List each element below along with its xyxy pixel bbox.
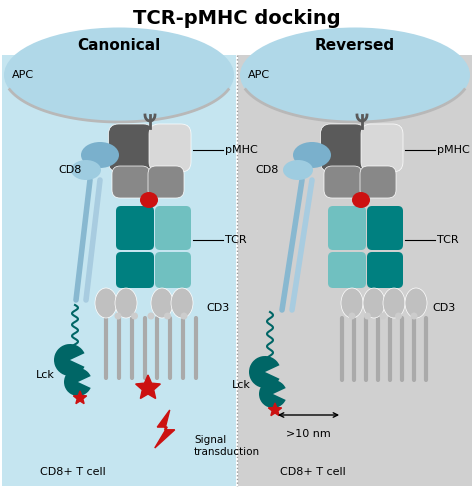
FancyBboxPatch shape <box>367 252 403 288</box>
Ellipse shape <box>164 312 171 320</box>
FancyBboxPatch shape <box>116 252 154 288</box>
Ellipse shape <box>181 312 188 320</box>
Ellipse shape <box>283 160 313 180</box>
Ellipse shape <box>115 312 121 320</box>
Text: CD8: CD8 <box>255 165 278 175</box>
Text: TCR-pMHC docking: TCR-pMHC docking <box>133 8 341 27</box>
Text: pMHC: pMHC <box>225 145 258 155</box>
Text: CD8+ T cell: CD8+ T cell <box>280 467 346 477</box>
FancyBboxPatch shape <box>328 206 366 250</box>
Text: >10 nm: >10 nm <box>286 429 331 439</box>
FancyBboxPatch shape <box>360 166 396 198</box>
FancyBboxPatch shape <box>324 166 362 198</box>
Ellipse shape <box>140 192 158 208</box>
Wedge shape <box>64 368 91 396</box>
Polygon shape <box>268 403 282 416</box>
Text: Signal
transduction: Signal transduction <box>194 435 260 457</box>
Text: CD3: CD3 <box>432 303 455 313</box>
FancyBboxPatch shape <box>148 166 184 198</box>
Wedge shape <box>249 356 280 388</box>
FancyBboxPatch shape <box>320 124 365 172</box>
FancyBboxPatch shape <box>361 124 403 172</box>
Text: CD8+ T cell: CD8+ T cell <box>40 467 106 477</box>
FancyBboxPatch shape <box>149 124 191 172</box>
Polygon shape <box>155 410 175 448</box>
Ellipse shape <box>131 312 138 320</box>
Text: pMHC: pMHC <box>437 145 470 155</box>
Ellipse shape <box>115 288 137 318</box>
Text: TCR: TCR <box>225 235 246 245</box>
FancyBboxPatch shape <box>155 206 191 250</box>
FancyBboxPatch shape <box>112 166 150 198</box>
Text: CD3: CD3 <box>206 303 229 313</box>
Ellipse shape <box>405 288 427 318</box>
Ellipse shape <box>352 192 370 208</box>
Ellipse shape <box>171 288 193 318</box>
Ellipse shape <box>240 27 470 122</box>
Ellipse shape <box>81 142 119 168</box>
Ellipse shape <box>364 312 371 320</box>
Polygon shape <box>2 55 236 486</box>
Ellipse shape <box>293 142 331 168</box>
Text: Lck: Lck <box>232 380 251 390</box>
Ellipse shape <box>151 288 173 318</box>
Polygon shape <box>73 391 87 404</box>
Ellipse shape <box>363 288 385 318</box>
Text: Lck: Lck <box>36 370 55 380</box>
Text: APC: APC <box>12 70 34 80</box>
Ellipse shape <box>395 312 402 320</box>
Wedge shape <box>259 380 286 408</box>
Text: TCR: TCR <box>437 235 459 245</box>
Polygon shape <box>136 375 160 399</box>
Ellipse shape <box>147 312 155 320</box>
Text: Canonical: Canonical <box>77 39 161 54</box>
Ellipse shape <box>380 312 386 320</box>
Ellipse shape <box>341 288 363 318</box>
FancyBboxPatch shape <box>367 206 403 250</box>
Ellipse shape <box>348 312 356 320</box>
FancyBboxPatch shape <box>155 252 191 288</box>
Ellipse shape <box>4 27 234 122</box>
Ellipse shape <box>71 160 101 180</box>
FancyBboxPatch shape <box>116 206 154 250</box>
Ellipse shape <box>410 312 418 320</box>
FancyBboxPatch shape <box>109 124 154 172</box>
FancyBboxPatch shape <box>328 252 366 288</box>
Wedge shape <box>54 344 84 376</box>
Text: Reversed: Reversed <box>315 39 395 54</box>
Ellipse shape <box>383 288 405 318</box>
Text: APC: APC <box>248 70 270 80</box>
Ellipse shape <box>95 288 117 318</box>
Text: CD8: CD8 <box>58 165 82 175</box>
Polygon shape <box>238 55 472 486</box>
